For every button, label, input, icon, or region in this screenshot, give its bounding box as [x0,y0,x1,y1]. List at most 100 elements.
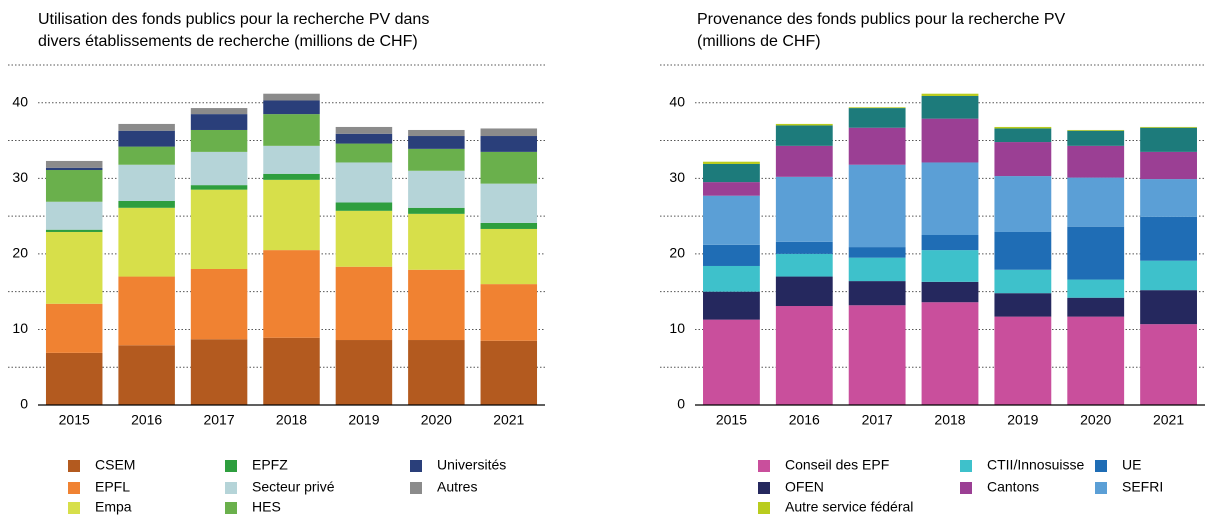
bar-segment [118,164,175,201]
x-tick-label: 2015 [59,412,90,428]
bar-segment [1067,297,1125,317]
x-tick-label: 2018 [276,412,307,428]
bar-segment [994,231,1052,270]
bar-segment [703,163,760,183]
bar-segment [703,265,760,292]
x-tick-label: 2020 [421,412,452,428]
bar-segment [408,148,465,171]
bar-segment [1140,126,1197,128]
legend-label: CTII/Innosuisse [987,457,1084,473]
bar-segment [1067,145,1125,178]
legend-swatch [68,502,80,514]
x-tick-label: 2016 [131,412,162,428]
bar-segment [848,164,906,248]
bar-segment [994,126,1052,129]
bar-segment [263,93,320,101]
legend-swatch [410,460,422,472]
bar-segment [921,281,979,303]
legend-label: OFEN [785,479,824,495]
bar-segment [775,306,833,405]
bar-segment [335,210,393,267]
bar-segment [45,229,103,232]
bar-segment [703,161,760,164]
bar-segment [408,340,465,405]
bar-segment [1067,129,1125,131]
bar-segment [190,151,248,186]
bar-segment [994,128,1052,143]
bar-segment [1067,130,1125,146]
x-tick-label: 2017 [862,412,893,428]
bar-segment [263,337,320,405]
bar-segment [921,93,979,96]
y-tick-label: 40 [12,93,28,109]
x-tick-label: 2017 [203,412,234,428]
bar-segment [1140,324,1197,405]
bar-segment [703,319,760,405]
bar-segment [775,176,833,242]
legend-swatch [1095,460,1107,472]
x-tick-label: 2019 [1007,412,1038,428]
bar-segment [848,107,906,109]
legend-swatch [1095,482,1107,494]
legend-label: Secteur privé [252,479,335,495]
legend-label: EPFL [95,479,130,495]
bar-segment [335,126,393,134]
x-tick-label: 2020 [1080,412,1111,428]
bar-segment [1067,177,1125,227]
bar-segment [480,136,538,152]
bar-segment [335,202,393,211]
bar-segment [921,118,979,163]
bar-segment [1140,216,1197,261]
bar-segment [190,114,248,130]
bar-segment [408,136,465,149]
bar-segment [263,179,320,251]
bar-segment [190,185,248,190]
bar-segment [703,195,760,245]
bar-segment [190,108,248,115]
bar-segment [480,183,538,223]
y-tick-label: 20 [12,245,28,261]
bar-segment [335,133,393,144]
bar-segment [480,151,538,184]
bar-segment [190,269,248,340]
bar-segment [45,352,103,405]
bar-segment [118,123,175,131]
bar-segment [775,123,833,126]
bar-segment [1067,279,1125,298]
legend-swatch [68,482,80,494]
bar-segment [118,276,175,346]
legend-swatch [758,502,770,514]
bar-segment [848,305,906,405]
bar-segment [263,173,320,180]
bar-segment [1140,127,1197,152]
bar-segment [45,231,103,304]
x-tick-label: 2021 [493,412,524,428]
bar-segment [994,176,1052,232]
bar-segment [408,213,465,270]
bar-segment [775,241,833,254]
bar-segment [921,95,979,119]
bar-segment [45,160,103,168]
legend-label: SEFRI [1122,479,1163,495]
bar-segment [480,284,538,341]
bar-segment [263,145,320,174]
bar-segment [408,207,465,214]
bar-segment [408,170,465,208]
legend-label: CSEM [95,457,135,473]
bar-segment [408,269,465,341]
bar-segment [335,143,393,163]
bar-segment [45,170,103,202]
legend-swatch [68,460,80,472]
bar-segment [335,162,393,203]
y-tick-label: 10 [669,320,685,336]
bar-segment [480,228,538,285]
bar-segment [994,316,1052,405]
bar-segment [848,127,906,165]
bar-segment [408,129,465,137]
legend-swatch [960,482,972,494]
legend-label: Autre service fédéral [785,499,913,515]
y-tick-label: 10 [12,320,28,336]
legend-label: HES [252,499,281,515]
chart-title: divers établissements de recherche (mill… [38,33,418,50]
x-tick-label: 2016 [789,412,820,428]
